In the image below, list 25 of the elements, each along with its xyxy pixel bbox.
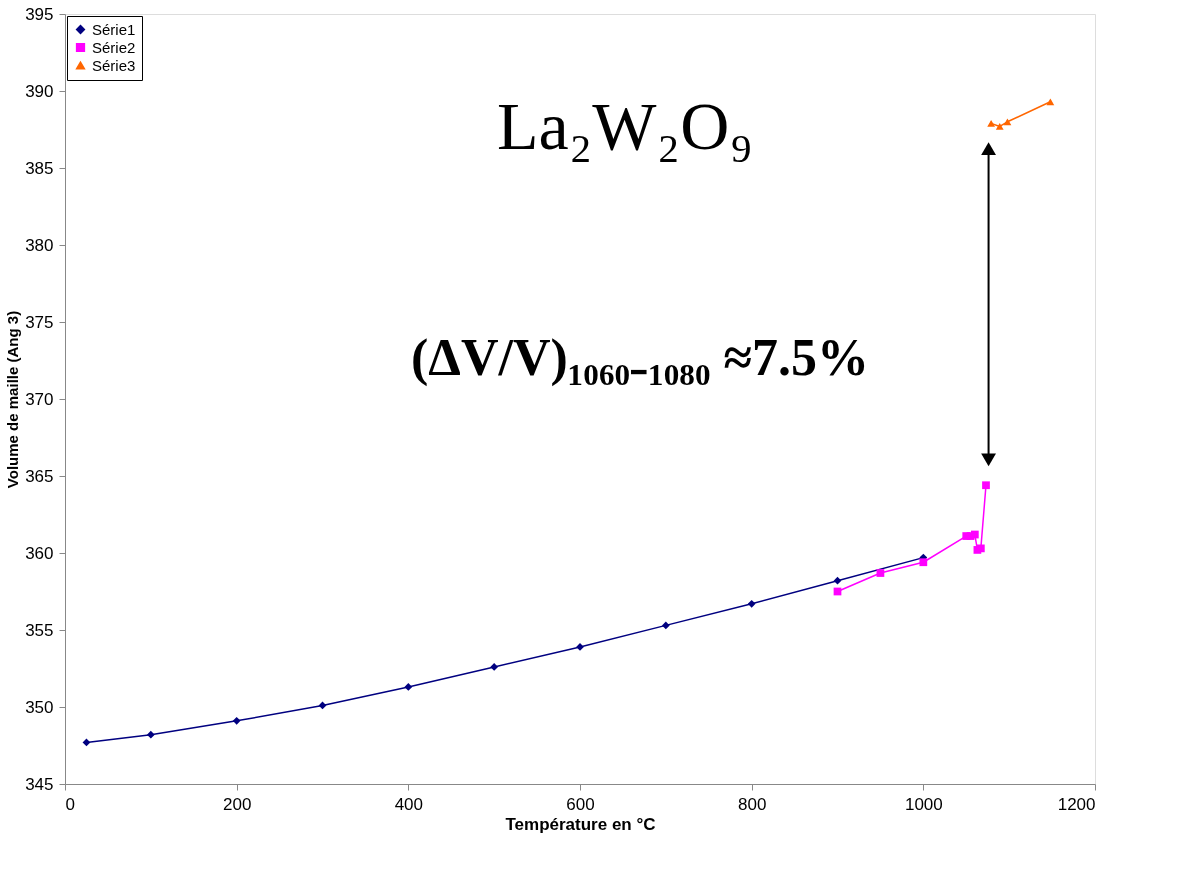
- annotation: (ΔV/V)₁₀₆₀₋₁₀₈₀ ≈7.5%: [410, 329, 870, 387]
- y-tick-label: 355: [25, 620, 54, 640]
- legend-label: Série2: [92, 38, 136, 56]
- x-tick-label: 400: [394, 794, 424, 814]
- y-tick-label: 345: [25, 774, 54, 794]
- y-tick-label: 370: [25, 389, 54, 409]
- x-tick-label: 600: [566, 794, 595, 814]
- legend-label: Série3: [92, 56, 136, 74]
- x-tick-label: 1200: [1057, 794, 1096, 814]
- y-tick-label: 375: [25, 312, 54, 332]
- legend-label: Série1: [92, 20, 136, 38]
- y-tick-label: 365: [25, 466, 54, 486]
- annotation: La₂W₂O₉: [496, 88, 754, 164]
- x-tick-label: 200: [222, 794, 252, 814]
- y-tick-label: 360: [25, 543, 54, 563]
- y-tick-label: 395: [25, 4, 54, 24]
- x-tick-label: 0: [65, 794, 75, 814]
- x-tick-label: 800: [737, 794, 767, 814]
- y-tick-label: 350: [25, 697, 54, 717]
- y-tick-label: 385: [25, 158, 54, 178]
- y-tick-label: 390: [25, 81, 54, 101]
- x-axis-title: Température en °C: [505, 814, 656, 834]
- x-tick-label: 1000: [904, 794, 943, 814]
- y-axis-title: Volume de maille (Ang 3): [4, 310, 22, 489]
- y-tick-label: 380: [25, 235, 54, 255]
